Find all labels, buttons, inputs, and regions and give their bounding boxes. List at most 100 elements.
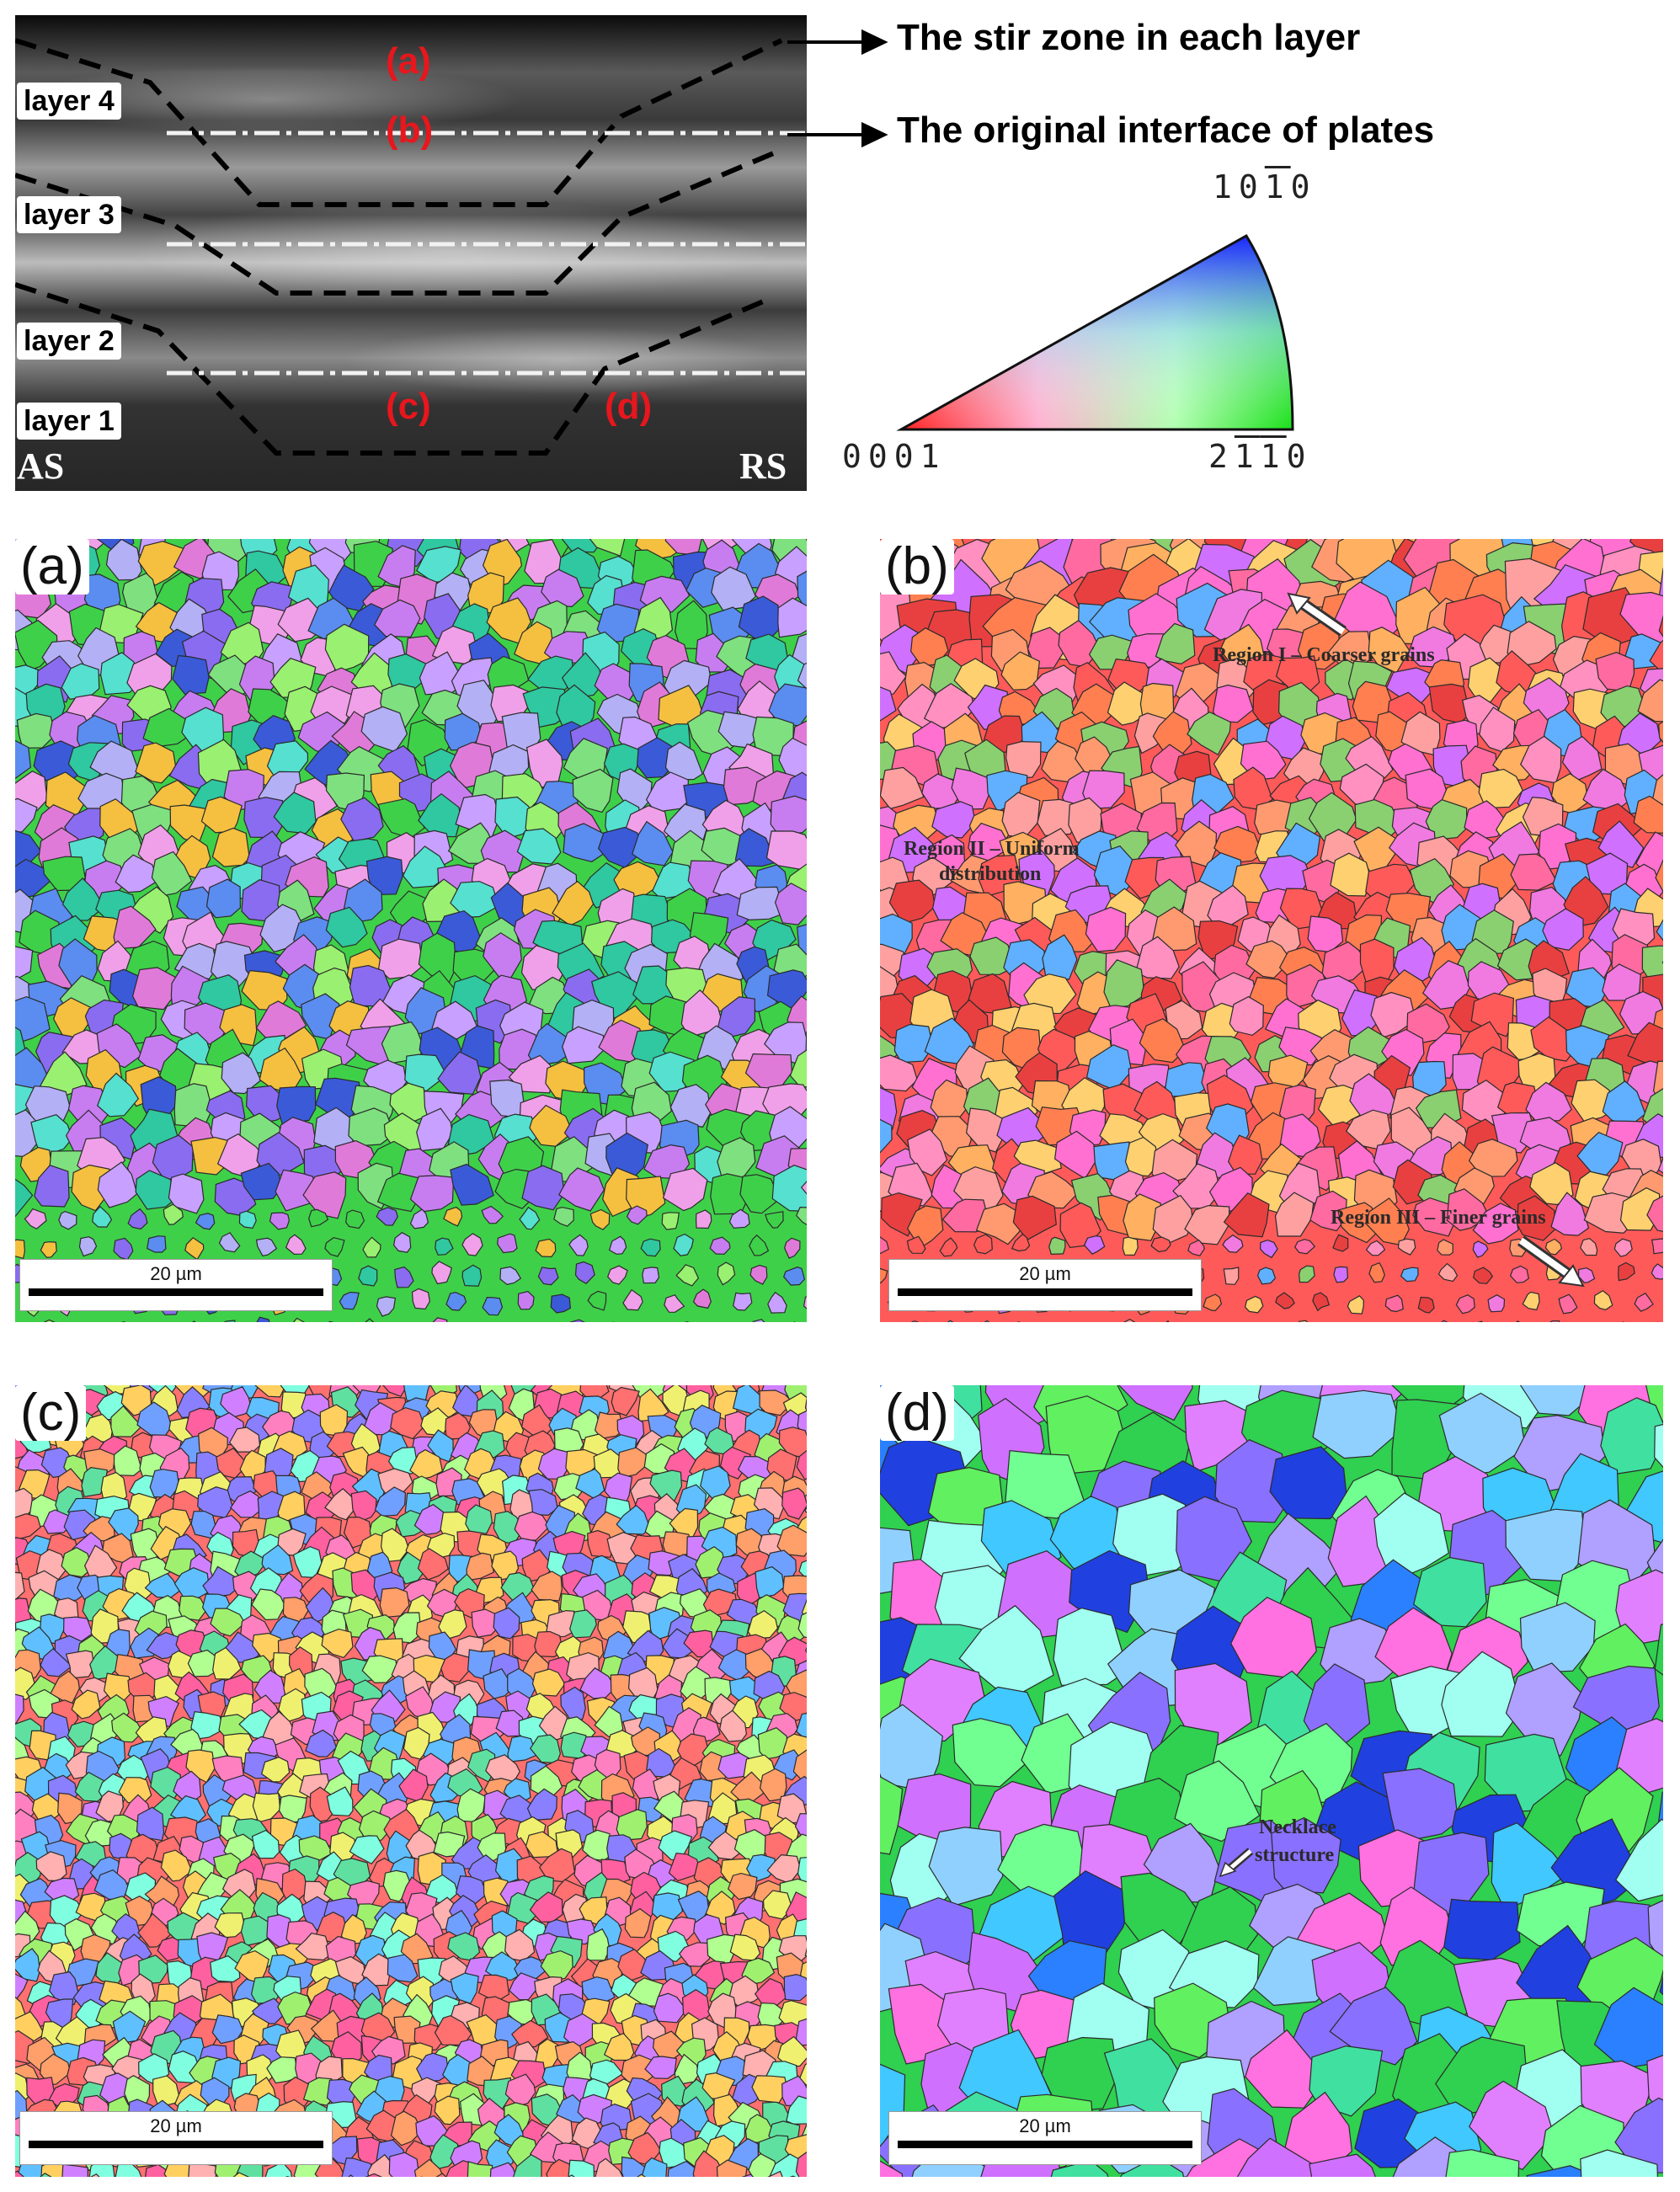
grain — [202, 1565, 237, 1598]
ebsd-map-c — [15, 1385, 807, 2177]
grain — [535, 1238, 557, 1258]
grain — [1347, 1295, 1364, 1315]
arrow-region-3-icon — [1517, 1235, 1585, 1288]
grain — [1275, 1292, 1295, 1309]
scale-bar-c-label: 20 µm — [150, 2115, 202, 2136]
grain — [692, 1288, 712, 1309]
grain — [719, 1709, 748, 1742]
grain — [16, 712, 56, 749]
layer-2-label: layer 2 — [17, 323, 121, 360]
grain — [1107, 681, 1149, 726]
grain — [409, 1175, 455, 1213]
grain — [40, 1241, 57, 1258]
grain — [1529, 1162, 1574, 1206]
grain — [797, 570, 807, 608]
grain — [136, 1806, 165, 1842]
grain — [497, 1233, 518, 1254]
grain — [58, 1210, 77, 1230]
grain — [115, 854, 160, 893]
panel-tag-a: (a) — [15, 539, 89, 595]
grain — [131, 967, 177, 1011]
grain — [1586, 852, 1629, 895]
grain — [1365, 1197, 1410, 1246]
grain — [1437, 1239, 1453, 1256]
grain — [1505, 1508, 1587, 1582]
grain — [1370, 991, 1416, 1038]
grain — [1269, 1446, 1348, 1520]
grain — [416, 1107, 453, 1152]
grain — [1271, 1816, 1341, 1894]
scale-bar-b-label: 20 µm — [1019, 1263, 1071, 1284]
layer-1-label: layer 1 — [17, 403, 121, 440]
grain — [97, 1161, 138, 1208]
scale-bar-c: 20 µm — [19, 2111, 333, 2165]
grain — [1542, 908, 1584, 952]
grain — [223, 1320, 236, 1322]
grain — [621, 2156, 650, 2177]
scale-bar-a: 20 µm — [19, 1259, 333, 1311]
grain — [137, 1912, 173, 1948]
grain — [589, 539, 626, 557]
grain — [1445, 2149, 1520, 2177]
grain — [1187, 711, 1232, 756]
grain — [507, 1735, 538, 1763]
grain — [1443, 1898, 1521, 1960]
grain — [1472, 1240, 1489, 1258]
grain — [1298, 1320, 1309, 1322]
grain — [795, 1206, 807, 1226]
grain — [1041, 2036, 1119, 2113]
grain — [168, 1173, 205, 1214]
grain — [526, 1788, 557, 1821]
grain — [127, 1208, 148, 1230]
grain — [1312, 1389, 1404, 1459]
region-3-label: Region III – Finer grains — [1331, 1207, 1546, 1229]
grain — [1083, 1235, 1106, 1255]
grain — [361, 1655, 398, 1684]
grain — [15, 1948, 41, 1982]
grain — [321, 1628, 354, 1659]
grain — [450, 881, 499, 919]
grain — [374, 599, 421, 637]
grain — [527, 1022, 573, 1067]
grain — [413, 2158, 444, 2177]
grain — [765, 830, 807, 871]
grain — [416, 2052, 450, 2083]
grain — [1368, 1261, 1385, 1283]
grain — [1027, 1171, 1080, 1209]
grain — [541, 568, 584, 608]
grain — [880, 766, 925, 809]
grain — [1223, 1192, 1270, 1238]
grain — [486, 597, 531, 644]
grain — [569, 1609, 597, 1639]
grain — [1647, 1900, 1663, 1965]
grain — [664, 1293, 685, 1313]
grain — [627, 1977, 664, 2007]
grain — [762, 1890, 793, 1920]
grain — [1651, 1238, 1663, 1255]
grain — [668, 1852, 702, 1882]
grain — [147, 1235, 167, 1253]
grain — [624, 1907, 652, 1939]
grain — [494, 796, 536, 840]
grain — [212, 1646, 242, 1680]
grain — [403, 1726, 430, 1760]
grain — [765, 1211, 784, 1229]
grain — [151, 851, 193, 896]
grain — [251, 1588, 286, 1621]
grain — [499, 1266, 522, 1285]
grain — [1558, 1293, 1578, 1315]
grain — [1214, 1439, 1292, 1523]
grain — [216, 1448, 247, 1479]
grain — [1544, 1238, 1563, 1256]
grain — [589, 1208, 611, 1230]
grain — [728, 1872, 758, 1901]
grain — [1174, 1760, 1261, 1843]
grain — [880, 1267, 888, 1283]
grain — [61, 877, 105, 921]
grain — [1139, 1018, 1187, 1064]
grain — [1549, 1320, 1560, 1322]
grain — [563, 2013, 600, 2049]
grain — [749, 1264, 768, 1285]
grain — [1245, 2029, 1327, 2109]
grain — [34, 1165, 70, 1208]
